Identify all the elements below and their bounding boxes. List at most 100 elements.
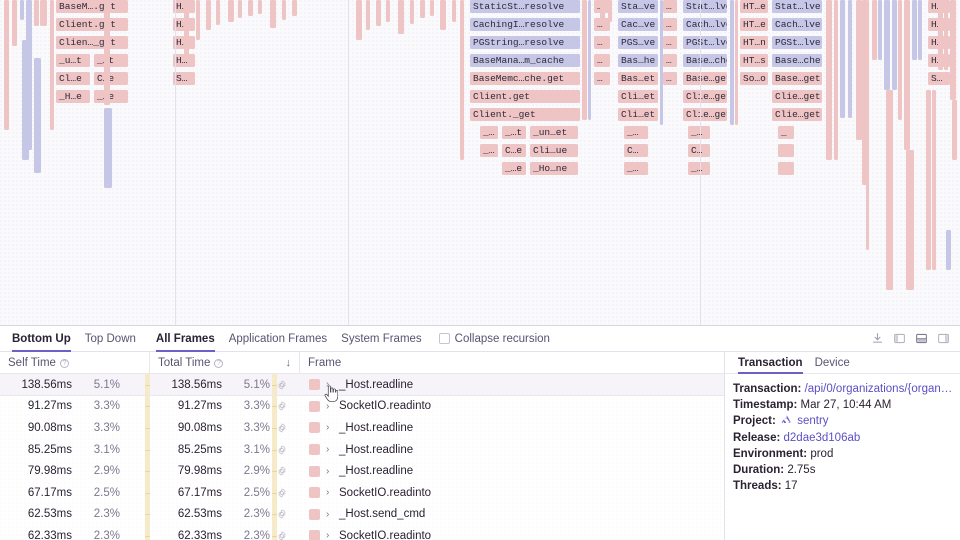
row-settings-gear-icon[interactable] (277, 466, 287, 476)
flamegraph-frame[interactable] (40, 0, 47, 26)
flamegraph-frame[interactable] (856, 0, 862, 140)
flamegraph-frame[interactable]: Clien…_get (56, 36, 128, 49)
expand-chevron-right-icon[interactable]: › (326, 465, 330, 477)
flamegraph-frame[interactable]: Clie…get (772, 90, 822, 103)
flamegraph-frame[interactable] (366, 0, 370, 30)
checkbox-box-icon[interactable] (438, 333, 450, 344)
flamegraph-frame[interactable]: H… (173, 54, 195, 67)
expand-chevron-right-icon[interactable]: › (326, 379, 330, 391)
flamegraph-frame[interactable]: _… (480, 144, 498, 157)
flamegraph-frame[interactable]: … (663, 54, 677, 67)
flamegraph-frame[interactable]: Cach…lve (772, 18, 822, 31)
tab-all-frames[interactable]: All Frames (149, 326, 222, 352)
flamegraph-frame[interactable]: Bas…et (618, 72, 658, 85)
flamegraph-frame[interactable] (660, 0, 663, 125)
flamegraph-frame[interactable]: _u…t (56, 54, 90, 67)
tab-device[interactable]: Device (809, 357, 856, 373)
flamegraph-frame[interactable] (258, 0, 262, 14)
flamegraph-frame[interactable] (944, 0, 948, 70)
flamegraph-frame[interactable] (50, 0, 54, 130)
flamegraph-frame[interactable] (440, 0, 446, 30)
flamegraph-frame[interactable] (452, 0, 456, 22)
row-settings-gear-icon[interactable] (277, 488, 287, 498)
expand-chevron-right-icon[interactable]: › (326, 530, 330, 540)
flamegraph-frame[interactable]: Base…che (683, 54, 727, 67)
flamegraph-frame[interactable] (410, 0, 414, 24)
flamegraph-frame[interactable] (460, 0, 464, 160)
flamegraph-frame[interactable] (238, 0, 242, 18)
detail-field-value[interactable]: d2dae3d106ab (783, 431, 861, 444)
flamegraph-frame[interactable] (216, 0, 220, 25)
flamegraph-frame[interactable]: _…t (94, 54, 128, 67)
flamegraph-frame[interactable] (906, 150, 914, 290)
flamegraph-frame[interactable]: … (663, 36, 677, 49)
flamegraph-frame[interactable] (430, 0, 434, 16)
layout-left-panel-icon[interactable] (893, 332, 906, 345)
flamegraph-frame[interactable] (878, 0, 882, 60)
flamegraph-frame[interactable] (34, 58, 41, 173)
flamegraph-frame[interactable]: C…e (502, 144, 526, 157)
flamegraph-frame[interactable]: … (663, 18, 677, 31)
flamegraph-frame[interactable]: So…o (740, 72, 768, 85)
flamegraph-frame[interactable] (730, 0, 734, 125)
flamegraph-frame[interactable]: Client.get (56, 18, 128, 31)
tab-transaction[interactable]: Transaction (732, 357, 809, 374)
collapse-recursion-checkbox[interactable]: Collapse recursion (438, 333, 550, 345)
flamegraph-frame[interactable]: … (594, 36, 610, 49)
flamegraph-frame[interactable] (34, 0, 39, 26)
table-row[interactable]: 62.33ms 2.3% 62.33ms 2.3% › SocketIO.readinto (0, 525, 724, 540)
flamegraph-frame[interactable]: C…e (94, 72, 128, 85)
detail-field-value[interactable]: sentry (797, 415, 829, 428)
flamegraph-frame[interactable] (848, 0, 852, 118)
flamegraph-frame[interactable] (608, 0, 612, 22)
tab-system-frames[interactable]: System Frames (334, 326, 429, 352)
flamegraph-frame[interactable]: Base…get (683, 72, 727, 85)
flamegraph-frame[interactable]: _… (688, 162, 710, 175)
flamegraph-frame[interactable] (248, 0, 253, 16)
flamegraph-frame[interactable] (22, 40, 29, 160)
flamegraph-frame[interactable] (26, 0, 32, 150)
flamegraph-frame[interactable]: … (594, 54, 610, 67)
flamegraph-frame[interactable]: HT…e (740, 18, 768, 31)
flamegraph-frame[interactable]: Bas…he (618, 54, 658, 67)
flamegraph-frame[interactable]: S… (173, 72, 195, 85)
flamegraph-frame[interactable] (918, 0, 922, 60)
expand-chevron-right-icon[interactable]: › (326, 508, 330, 520)
flamegraph-frame[interactable]: S… (928, 72, 950, 85)
flamegraph-frame[interactable]: BaseM….get (56, 0, 128, 13)
flamegraph-frame[interactable] (196, 0, 200, 40)
flamegraph-frame[interactable]: _… (624, 126, 648, 139)
flamegraph-frame[interactable]: _Ho…ne (530, 162, 578, 175)
flamegraph-frame[interactable] (926, 90, 931, 270)
flamegraph-frame[interactable]: _… (688, 126, 710, 139)
flamegraph-frame[interactable]: Client.get (470, 90, 580, 103)
flamegraph-frame[interactable]: HT…n (740, 36, 768, 49)
row-settings-gear-icon[interactable] (277, 531, 287, 540)
flamegraph-frame[interactable] (912, 0, 917, 60)
flamegraph-frame[interactable]: _un…et (530, 126, 578, 139)
table-row[interactable]: 91.27ms 3.3% 91.27ms 3.3% › SocketIO.readinto (0, 395, 724, 418)
flamegraph-frame[interactable]: PGSt…lve (772, 36, 822, 49)
flamegraph-frame[interactable] (386, 0, 390, 22)
flamegraph-frame[interactable] (588, 0, 591, 120)
flamegraph-frame[interactable]: StaticSt…resolve (470, 0, 580, 13)
row-settings-gear-icon[interactable] (277, 401, 287, 411)
download-icon[interactable] (871, 332, 884, 345)
flamegraph-frame[interactable]: PGString…resolve (470, 36, 580, 49)
flamegraph-frame[interactable]: Cac…ve (618, 18, 658, 31)
flamegraph-frame[interactable]: Base…che (772, 54, 822, 67)
flamegraph-frame[interactable] (862, 0, 867, 185)
flamegraph-frame[interactable] (270, 0, 276, 28)
flamegraph-frame[interactable]: Clie…get (772, 108, 822, 121)
flamegraph-frame[interactable] (778, 162, 794, 175)
expand-chevron-right-icon[interactable]: › (326, 422, 330, 434)
table-body[interactable]: 138.56ms 5.1% 138.56ms 5.1% › _Host.readline 9… (0, 374, 724, 540)
column-header-frame[interactable]: Frame (300, 352, 724, 374)
flamegraph-frame[interactable]: CachingI…resolve (470, 18, 580, 31)
detail-field-value[interactable]: /api/0/organizations/{organ… (804, 383, 952, 395)
flamegraph-frame[interactable] (104, 0, 110, 105)
flamegraph-frame[interactable] (834, 0, 838, 160)
flamegraph-frame[interactable] (356, 0, 362, 40)
self-time-info-icon[interactable]: ? (59, 358, 69, 368)
flamegraph-frame[interactable] (884, 0, 890, 90)
